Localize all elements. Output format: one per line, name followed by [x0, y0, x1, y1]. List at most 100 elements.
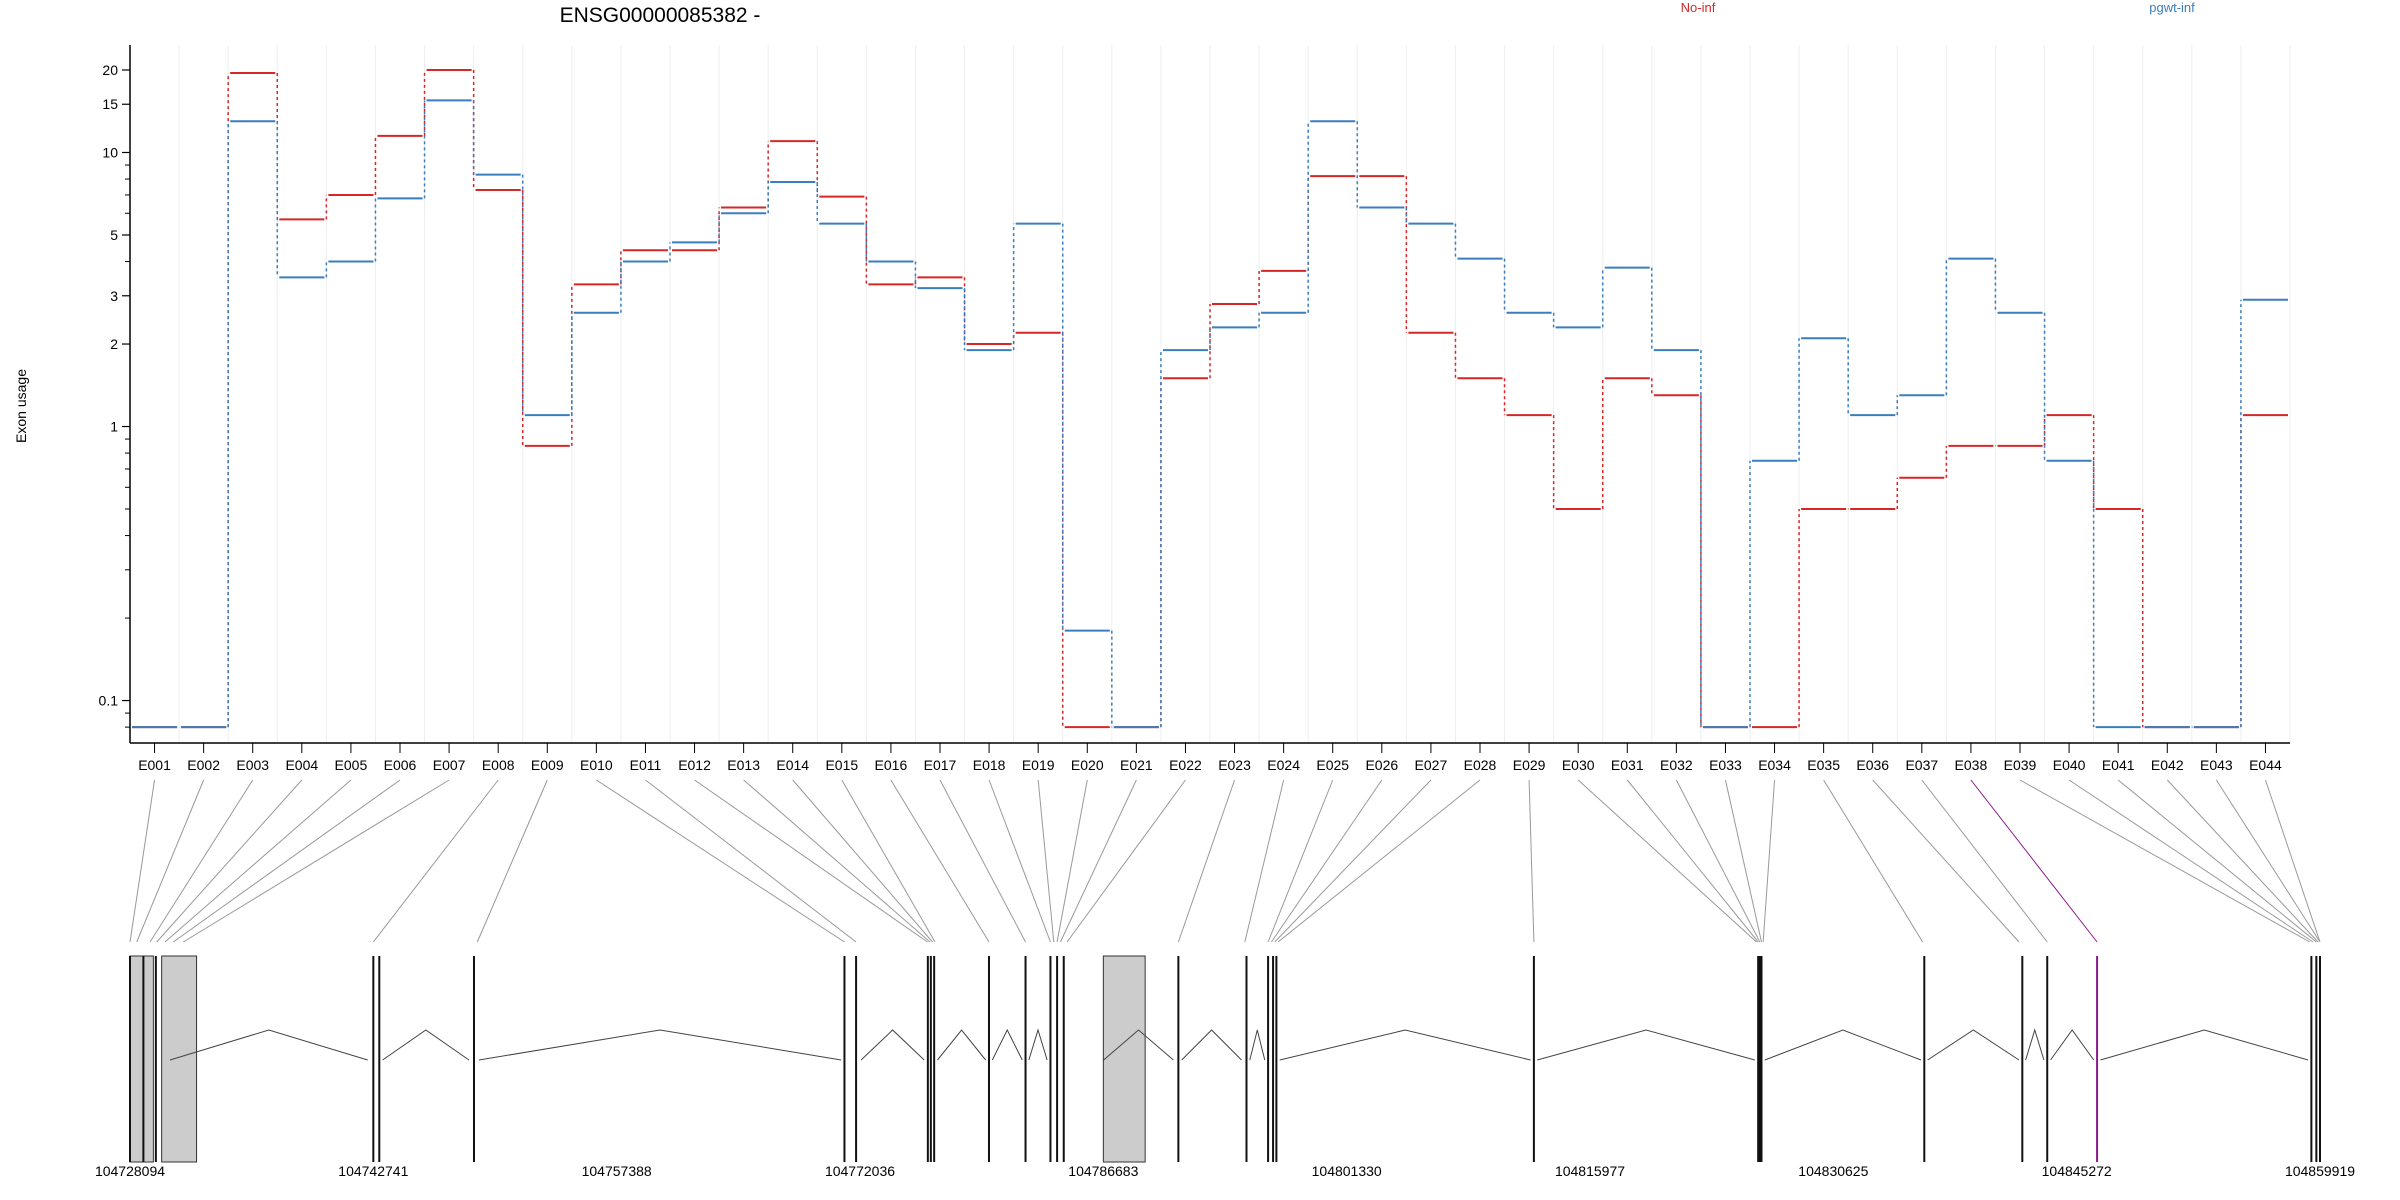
- exon-connector: [1066, 779, 1186, 943]
- exon-connector: [890, 779, 990, 943]
- y-tick-label: 5: [110, 227, 118, 243]
- intron-line: [1279, 1029, 1531, 1061]
- coordinate-label: 104859919: [2285, 1163, 2355, 1179]
- coordinate-label: 104815977: [1555, 1163, 1625, 1179]
- x-tick-label: E019: [1022, 757, 1055, 773]
- y-tick-label: 3: [110, 288, 118, 304]
- intron-line: [991, 1028, 1023, 1061]
- x-tick-label: E006: [384, 757, 417, 773]
- x-tick-label: E012: [678, 757, 711, 773]
- coordinate-label: 104742741: [338, 1163, 408, 1179]
- x-tick-label: E016: [875, 757, 908, 773]
- exon-connector: [1267, 779, 1334, 943]
- exon-connector: [1274, 779, 1432, 943]
- exon-connector: [164, 779, 352, 943]
- x-tick-label: E028: [1464, 757, 1497, 773]
- exon-connector: [1177, 779, 1236, 943]
- intron-line: [1537, 1029, 1755, 1061]
- exon-connector: [988, 779, 1051, 943]
- x-tick-label: E001: [138, 757, 171, 773]
- x-tick-label: E003: [236, 757, 269, 773]
- x-tick-label: E035: [1807, 757, 1840, 773]
- y-tick-label: 10: [102, 144, 118, 160]
- x-tick-label: E037: [1905, 757, 1938, 773]
- exon-connector: [694, 779, 928, 943]
- x-tick-label: E042: [2151, 757, 2184, 773]
- x-tick-label: E004: [285, 757, 318, 773]
- x-tick-label: E024: [1267, 757, 1300, 773]
- x-tick-label: E023: [1218, 757, 1251, 773]
- exon-connector: [841, 779, 936, 943]
- exon-connector: [1872, 779, 2020, 943]
- exon-connector: [1577, 779, 1757, 943]
- exon-connector: [1626, 779, 1759, 943]
- x-tick-label: E014: [776, 757, 809, 773]
- exon-connector: [1037, 779, 1055, 943]
- y-tick-label: 1: [110, 419, 118, 435]
- x-tick-label: E040: [2053, 757, 2086, 773]
- intron-line: [860, 1029, 925, 1061]
- x-tick-label: E031: [1611, 757, 1644, 773]
- exon-connector: [1675, 779, 1761, 943]
- exon-connector: [2117, 779, 2317, 943]
- coordinate-label: 104845272: [2042, 1163, 2112, 1179]
- intron-line: [1764, 1029, 1922, 1061]
- chart-title: ENSG00000085382 -: [560, 4, 761, 27]
- intron-line: [382, 1029, 470, 1061]
- x-tick-label: E032: [1660, 757, 1693, 773]
- x-tick-label: E015: [825, 757, 858, 773]
- exon-connector: [645, 779, 857, 943]
- x-tick-label: E034: [1758, 757, 1791, 773]
- y-axis-label: Exon usage: [13, 369, 29, 443]
- x-tick-label: E041: [2102, 757, 2135, 773]
- x-tick-label: E007: [433, 757, 466, 773]
- legend-label-pgwt-inf: pgwt-inf: [2149, 0, 2195, 15]
- intron-line: [937, 1029, 987, 1061]
- x-tick-label: E013: [727, 757, 760, 773]
- x-tick-label: E029: [1513, 757, 1546, 773]
- x-tick-label: E043: [2200, 757, 2233, 773]
- exon-connector: [1921, 779, 2048, 943]
- x-tick-label: E017: [924, 757, 957, 773]
- x-tick-label: E036: [1856, 757, 1889, 773]
- intron-line: [1249, 1029, 1266, 1061]
- exon-connector: [2264, 779, 2321, 943]
- x-tick-label: E008: [482, 757, 515, 773]
- x-tick-label: E011: [630, 757, 662, 773]
- y-tick-label: 0.1: [99, 693, 119, 709]
- intron-line: [1028, 1028, 1048, 1061]
- exon-connector: [2019, 779, 2310, 943]
- x-tick-label: E025: [1316, 757, 1349, 773]
- exon-connector: [1724, 779, 1762, 943]
- plot-area: 0.1 1 2 3 5 10 15 20 E001 E002 E003 E004 E005 E006 E00…: [99, 45, 2291, 773]
- coordinate-label: 104786683: [1068, 1163, 1138, 1179]
- x-tick-label: E030: [1562, 757, 1595, 773]
- x-tick-label: E020: [1071, 757, 1104, 773]
- exon-connector: [1059, 779, 1137, 943]
- exon-connector: [183, 779, 450, 943]
- gene-model: 104728094 104742741 104757388 104772036 1047…: [95, 955, 2355, 1179]
- coordinate-label: 104801330: [1312, 1163, 1382, 1179]
- exon-connector: [792, 779, 933, 943]
- exon-connector: [2166, 779, 2319, 943]
- exon-connector-lines: [129, 779, 2321, 943]
- intron-line: [2050, 1029, 2095, 1061]
- x-tick-label: E039: [2004, 757, 2037, 773]
- exon-connector: [1823, 779, 1924, 943]
- exon-connector: [1277, 779, 1481, 943]
- coordinate-label: 104830625: [1798, 1163, 1868, 1179]
- exon-connector: [173, 779, 401, 943]
- legend-label-no-inf: No-inf: [1681, 0, 1716, 15]
- intron-line: [1181, 1029, 1242, 1061]
- exon-connector: [476, 779, 548, 943]
- exon-connector: [1244, 779, 1285, 943]
- x-tick-label: E021: [1120, 757, 1153, 773]
- exon-connector: [596, 779, 845, 943]
- exon-connector: [129, 779, 156, 943]
- x-tick-label: E038: [1955, 757, 1988, 773]
- intron-line: [2025, 1028, 2045, 1061]
- x-tick-label: E026: [1365, 757, 1398, 773]
- exon-connector: [1270, 779, 1383, 943]
- intron-line: [1103, 1029, 1174, 1061]
